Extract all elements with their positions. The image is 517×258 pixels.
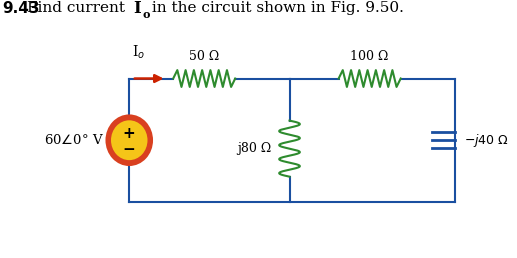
Text: 9.43: 9.43 (3, 1, 40, 16)
Text: 100 Ω: 100 Ω (351, 50, 389, 63)
Text: in the circuit shown in Fig. 9.50.: in the circuit shown in Fig. 9.50. (147, 1, 404, 15)
Text: $-j40\ \Omega$: $-j40\ \Omega$ (464, 132, 509, 149)
Text: I$_o$: I$_o$ (132, 43, 145, 61)
Circle shape (105, 114, 153, 166)
Text: I: I (133, 0, 141, 17)
Text: j80 Ω: j80 Ω (237, 142, 271, 155)
Text: 50 Ω: 50 Ω (189, 50, 219, 63)
Text: Find current: Find current (27, 1, 130, 15)
Text: −: − (123, 142, 135, 157)
Text: +: + (123, 126, 135, 141)
Text: 60$\angle$0° V: 60$\angle$0° V (44, 133, 104, 147)
Circle shape (110, 119, 149, 162)
Text: o: o (143, 9, 150, 20)
